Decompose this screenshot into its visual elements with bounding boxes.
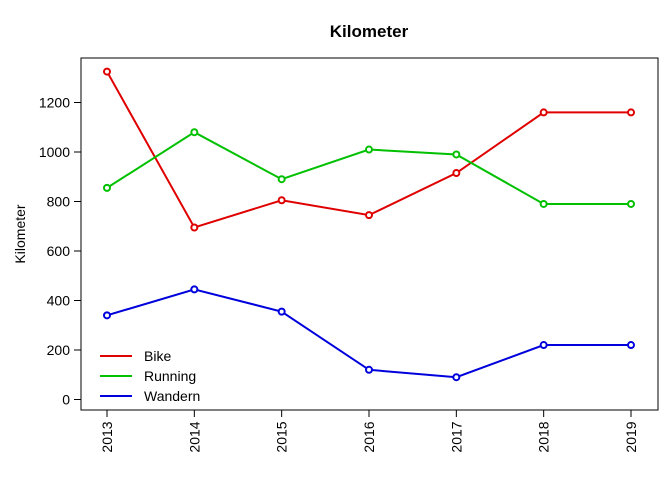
y-tick-label: 600 <box>47 243 71 259</box>
data-point-bike <box>627 108 635 117</box>
series-wandern <box>103 285 635 382</box>
data-point-running <box>365 145 373 154</box>
series-bike <box>103 67 635 232</box>
series-line-wandern <box>106 288 631 379</box>
y-tick-label: 200 <box>47 342 71 358</box>
data-point-running <box>539 199 548 208</box>
y-tick-label: 1000 <box>39 144 70 160</box>
data-point-wandern <box>277 307 286 316</box>
legend-label-bike: Bike <box>144 348 171 364</box>
data-point-bike <box>190 223 199 232</box>
legend-label-running: Running <box>144 368 196 384</box>
data-point-wandern <box>539 341 548 350</box>
y-axis-label: Kilometer <box>12 204 28 263</box>
series-layer <box>103 67 635 382</box>
data-point-wandern <box>365 365 373 374</box>
data-point-running <box>627 199 635 208</box>
data-point-running <box>103 183 111 192</box>
x-tick-label: 2016 <box>361 421 377 452</box>
data-point-running <box>452 150 461 159</box>
y-tick-label: 400 <box>47 293 71 309</box>
y-tick-label: 800 <box>47 194 71 210</box>
legend-item-bike: Bike <box>100 348 171 364</box>
y-tick-label: 1200 <box>39 95 70 111</box>
data-point-wandern <box>103 311 111 320</box>
series-running <box>103 128 635 208</box>
x-tick-label: 2017 <box>448 421 464 452</box>
x-tick-label: 2018 <box>536 421 552 452</box>
series-line-running <box>106 131 631 205</box>
legend-item-wandern: Wandern <box>100 388 200 404</box>
data-point-running <box>190 128 199 137</box>
x-axis: 2013 2014 2015 2016 2017 2018 2019 <box>99 410 639 453</box>
data-point-bike <box>452 169 461 178</box>
data-point-bike <box>365 211 373 220</box>
data-point-wandern <box>190 285 199 294</box>
legend-label-wandern: Wandern <box>144 388 200 404</box>
x-tick-label: 2013 <box>99 421 115 452</box>
chart-title: Kilometer <box>330 22 409 41</box>
legend-item-running: Running <box>100 368 196 384</box>
x-tick-label: 2019 <box>623 421 639 452</box>
data-point-wandern <box>452 373 461 382</box>
x-tick-label: 2014 <box>186 421 202 452</box>
y-axis: 0 200 400 600 800 1000 1200 <box>39 95 81 408</box>
data-point-bike <box>103 67 111 76</box>
x-tick-label: 2015 <box>274 421 290 452</box>
data-point-bike <box>277 196 286 205</box>
data-point-wandern <box>627 341 635 350</box>
data-point-running <box>277 175 286 184</box>
legend: Bike Running Wandern <box>100 348 200 404</box>
data-point-bike <box>539 108 548 117</box>
y-tick-label: 0 <box>62 392 70 408</box>
